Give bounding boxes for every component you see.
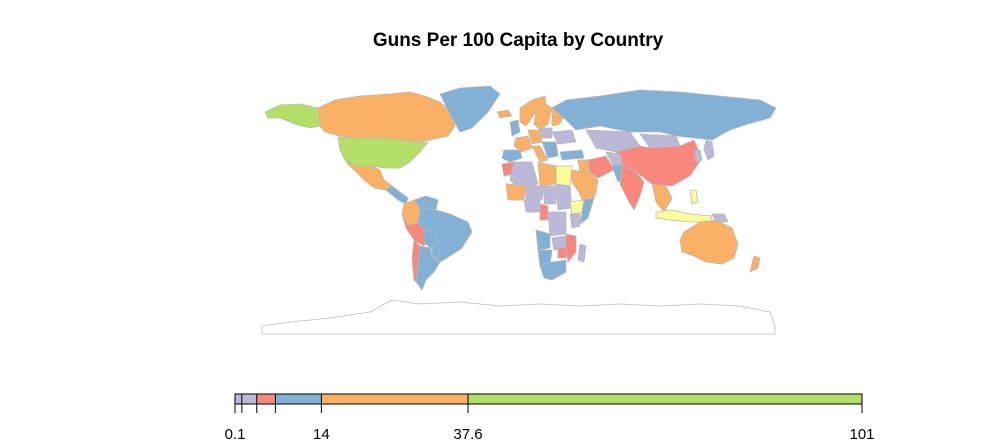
country-canada: Canada (317, 91, 456, 143)
country-france: France (513, 135, 533, 153)
country-indonesia: Indonesia (655, 209, 713, 223)
country-sweden: Sweden (533, 103, 553, 131)
country-united-states: United States (337, 136, 429, 169)
country-chile: Chile (411, 239, 421, 283)
country-greenland: Greenland (439, 85, 501, 133)
world-choropleth-map: AlaskaCanadaGreenlandUnited StatesMexico… (261, 85, 777, 335)
country-philippines: Philippines (689, 189, 699, 205)
legend-tick-label: 101 (849, 426, 874, 443)
country-antarctica: Antarctica (261, 299, 776, 335)
country-south-africa: South Africa (539, 259, 567, 281)
country-zimbabwe: Zimbabwe (557, 247, 569, 259)
country-sudan: Sudan (555, 183, 573, 211)
country-mongolia: Mongolia (639, 133, 681, 149)
legend-bin (235, 394, 242, 404)
country-madagascar: Madagascar (577, 243, 587, 263)
legend-tick-label: 37.6 (453, 426, 482, 443)
country-ukraine: Ukraine (551, 129, 577, 145)
legend-bin (468, 394, 862, 404)
country-balkans: Balkans (541, 141, 559, 159)
country-libya: Libya (537, 161, 557, 187)
country-egypt: Egypt (555, 165, 573, 187)
country-korea: Korea (693, 149, 703, 163)
legend-bin (275, 394, 322, 404)
country-kenya: Kenya (569, 213, 581, 229)
country-cameroon: Cameroon (539, 203, 549, 221)
country-chad: Chad (543, 185, 557, 205)
country-japan: Japan (703, 139, 715, 161)
country-central-america: Central America (385, 185, 409, 205)
country-india: India (619, 163, 645, 211)
country-niger: Niger (525, 185, 545, 201)
country-venezuela: Venezuela (413, 195, 439, 211)
legend-bin (256, 394, 276, 404)
country-united-kingdom: United Kingdom (509, 119, 521, 137)
country-italy: Italy (531, 145, 549, 163)
country-spain: Spain (501, 149, 523, 163)
country-poland: Poland (539, 127, 553, 139)
country-russia: Russia (551, 89, 777, 141)
country-mainland-southeast-asia: Mainland Southeast Asia (651, 183, 673, 213)
country-new-zealand: New Zealand (749, 255, 761, 273)
color-legend: 0.1 14 37.6 101 (225, 393, 875, 443)
country-nigeria: Nigeria (523, 199, 541, 213)
country-angola: Angola (535, 229, 551, 251)
legend-tick-label: 0.1 (225, 426, 246, 443)
country-mozambique: Mozambique (565, 233, 577, 263)
country-alaska: Alaska (264, 103, 321, 129)
country-australia: Australia (679, 219, 739, 265)
country-congo-dr: Congo DR (547, 211, 567, 237)
legend-bin (321, 394, 469, 404)
legend-tick-label: 14 (313, 426, 330, 443)
country-mali: Mali (505, 183, 527, 201)
country-iceland: Iceland (496, 109, 513, 119)
country-bolivia: Bolivia (423, 227, 439, 249)
country-turkey: Turkey (559, 149, 585, 161)
legend-bin (241, 394, 257, 404)
country-somalia: Somalia (579, 197, 595, 225)
country-paraguay: Paraguay (431, 247, 441, 259)
country-iraq: Iraq (577, 159, 591, 173)
map-title: Guns Per 100 Capita by Country (372, 30, 664, 51)
